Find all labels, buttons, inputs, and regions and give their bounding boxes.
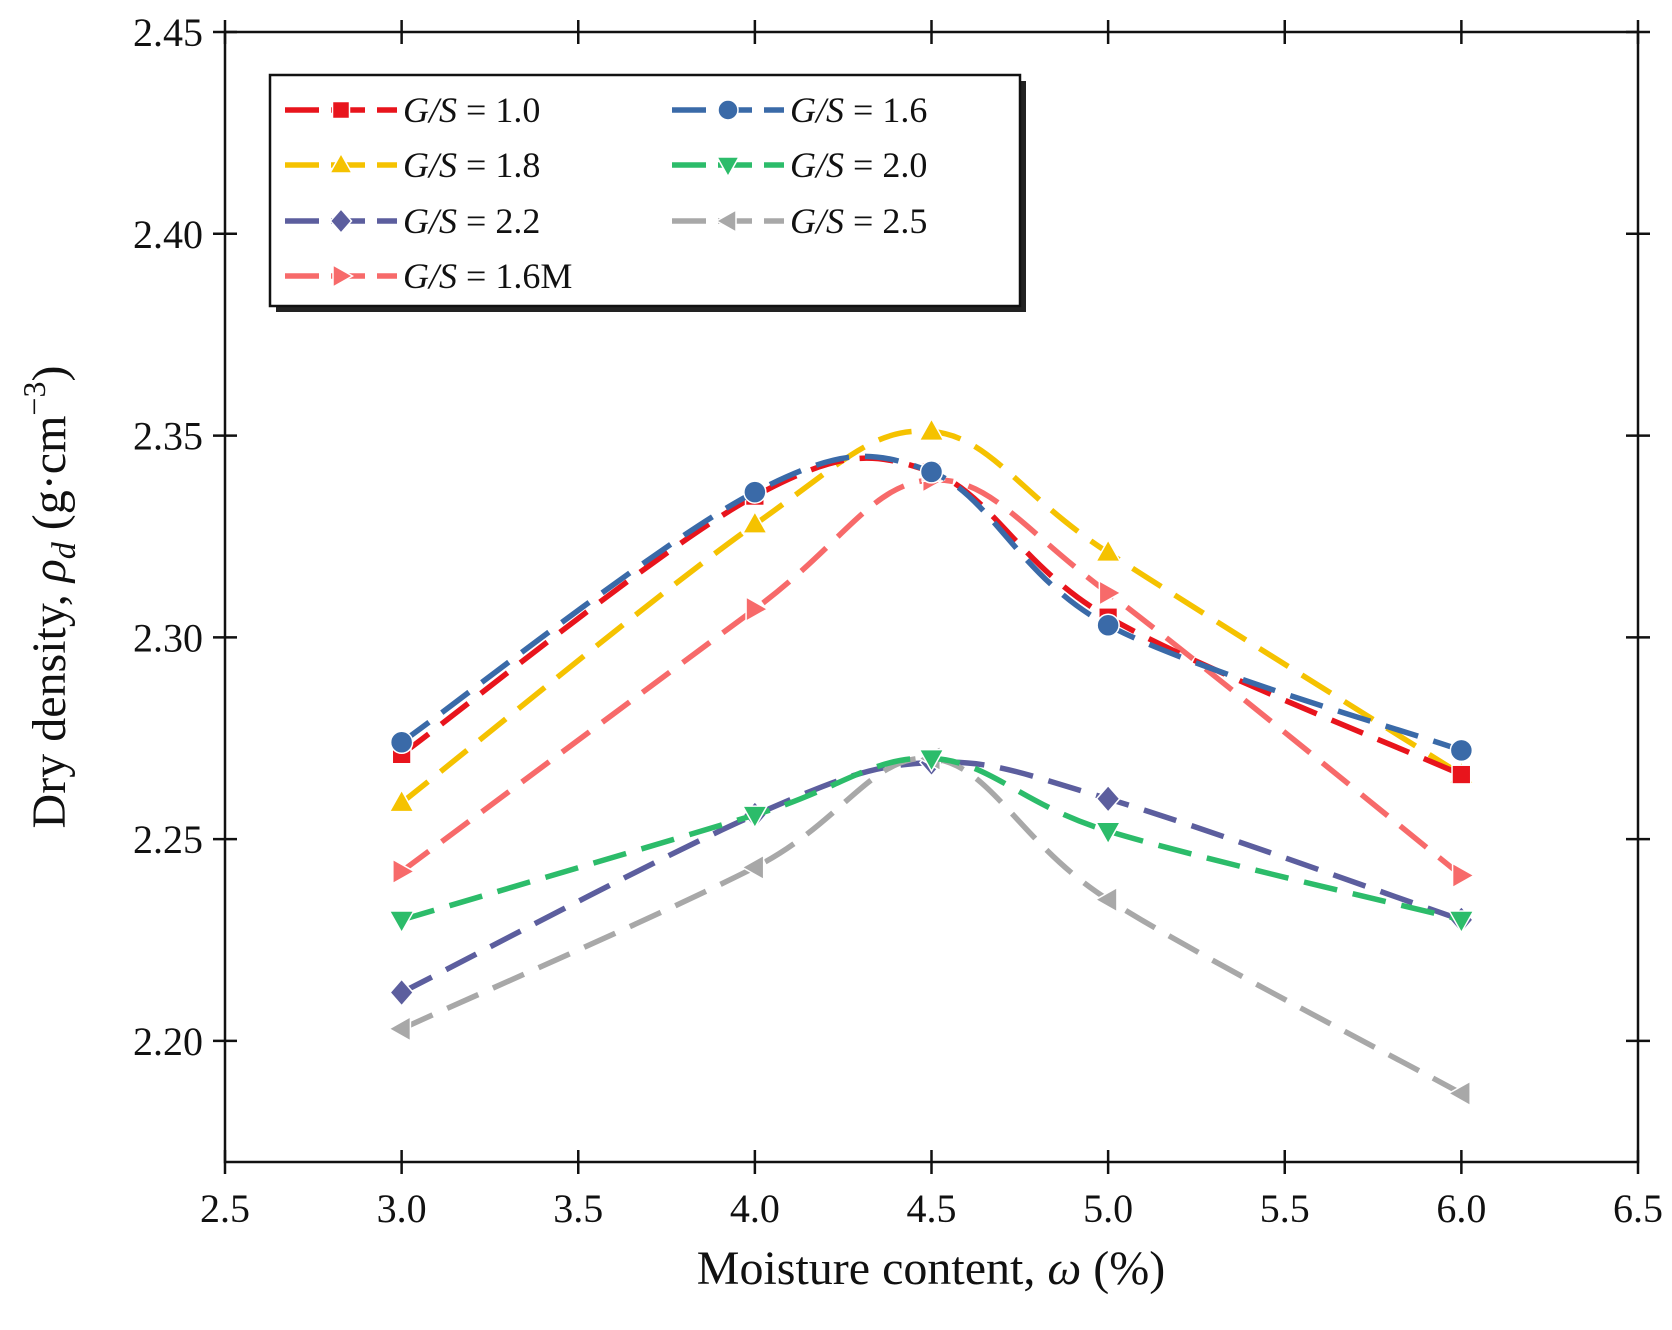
legend-label: G/S = 1.0	[403, 90, 540, 130]
data-point	[389, 730, 414, 755]
axes-layer: 2.5 3.0 3.5 4.0 4.5 5.0 5.5 6.0 6.5 2.20 2.25 2.30 2…	[133, 10, 1663, 1231]
y-axis-title: Dry density, ρd (g·cm−3)	[16, 366, 83, 829]
series-1-6	[389, 453, 1474, 763]
data-point	[741, 805, 769, 830]
y-tick-label: 2.45	[133, 10, 203, 55]
legend-item: G/S = 2.2	[285, 201, 540, 241]
x-tick-label: 6.0	[1436, 1186, 1486, 1231]
legend: G/S = 1.0 G/S = 1.6 G/S = 1.8 G/S = 2.0 G/S …	[268, 73, 1026, 312]
data-point	[1451, 862, 1476, 889]
legend-item: G/S = 1.0	[285, 90, 540, 130]
legend-marker	[715, 156, 741, 179]
y-tick-label: 2.20	[133, 1019, 203, 1064]
x-tick-label: 3.5	[553, 1186, 603, 1231]
legend-item: G/S = 1.8	[285, 145, 540, 185]
legend-marker	[714, 208, 737, 234]
legend-marker	[329, 207, 353, 235]
legend-item: G/S = 1.6	[672, 90, 927, 130]
y-tick-label: 2.40	[133, 212, 203, 257]
data-point	[1093, 886, 1118, 914]
legend-label: G/S = 2.0	[790, 145, 927, 185]
data-point	[392, 858, 416, 885]
data-point	[1095, 784, 1121, 814]
data-point	[918, 748, 945, 773]
legend-item: G/S = 2.0	[672, 145, 927, 185]
data-point	[388, 788, 416, 813]
x-tick-label: 3.0	[377, 1186, 427, 1231]
data-point	[1449, 738, 1474, 763]
series-1-0	[391, 455, 1472, 785]
legend-label: G/S = 1.6M	[403, 256, 572, 296]
legend-label: G/S = 2.2	[403, 201, 540, 241]
data-point	[918, 417, 945, 442]
data-point	[389, 978, 415, 1007]
x-tick-label: 6.5	[1613, 1186, 1663, 1231]
series-line	[400, 755, 1463, 1096]
legend-item: G/S = 2.5	[672, 201, 927, 241]
x-tick-label: 2.5	[200, 1186, 250, 1231]
x-tick-label: 5.0	[1083, 1186, 1133, 1231]
legend-marker	[332, 263, 355, 289]
x-tick-label: 4.5	[907, 1186, 957, 1231]
legend-label: G/S = 1.6	[790, 90, 927, 130]
series-2-0	[388, 748, 1475, 935]
data-point	[740, 854, 765, 881]
legend-marker	[717, 99, 739, 121]
legend-marker	[328, 151, 354, 174]
series-layer	[387, 417, 1476, 1107]
data-point	[1098, 579, 1123, 607]
data-point	[743, 480, 767, 504]
data-point	[1094, 538, 1122, 563]
data-point	[388, 910, 416, 935]
data-point	[741, 510, 769, 534]
data-point	[1447, 910, 1475, 935]
data-point	[1451, 764, 1472, 785]
series-line	[400, 755, 1463, 923]
series-line	[400, 455, 1463, 778]
y-tick-label: 2.25	[133, 817, 203, 862]
data-point	[1447, 1080, 1471, 1107]
data-point	[919, 460, 944, 484]
y-tick-label: 2.35	[133, 414, 203, 459]
legend-item: G/S = 1.6M	[285, 256, 572, 296]
series-1-6m	[392, 466, 1476, 889]
series-2-5	[387, 745, 1471, 1107]
data-point	[1094, 821, 1122, 846]
data-point	[387, 1015, 412, 1043]
x-axis-title: Moisture content, ω (%)	[697, 1242, 1165, 1295]
data-point	[1096, 613, 1120, 637]
y-tick-label: 2.30	[133, 615, 203, 660]
data-point	[745, 595, 770, 623]
x-tick-label: 4.0	[730, 1186, 780, 1231]
legend-label: G/S = 1.8	[403, 145, 540, 185]
legend-marker	[331, 100, 351, 120]
legend-box	[268, 73, 1022, 308]
x-tick-label: 5.5	[1260, 1186, 1310, 1231]
legend-label: G/S = 2.5	[790, 201, 927, 241]
